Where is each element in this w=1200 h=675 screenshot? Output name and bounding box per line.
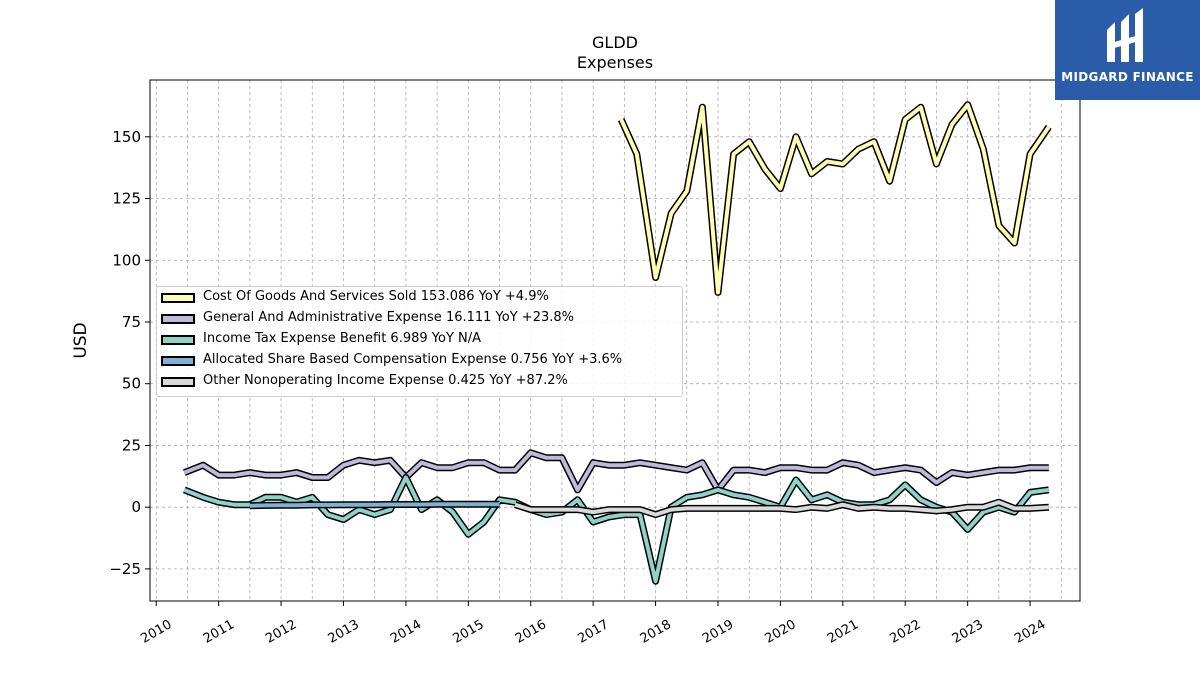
midgard-logo-icon: [1107, 8, 1143, 62]
chart-title: GLDD: [592, 33, 638, 52]
plot-frame: [149, 79, 1081, 602]
series-lines: [183, 101, 1052, 585]
legend-label: Other Nonoperating Income Expense 0.425 …: [203, 373, 568, 388]
y-tick-label: −25: [109, 560, 141, 578]
y-tick-label: 125: [112, 190, 141, 208]
legend-label: Cost Of Goods And Services Sold 153.086 …: [203, 289, 549, 304]
x-tick-label: 2015: [450, 617, 486, 647]
x-tick-label: 2012: [263, 617, 299, 647]
series-line-other-nonop: [514, 500, 1049, 517]
x-tick-label: 2021: [825, 617, 861, 647]
y-tick-label: 50: [122, 375, 141, 393]
x-tick-label: 2010: [138, 617, 174, 647]
legend-swatch: [161, 377, 195, 387]
series-line-income-tax: [183, 475, 1050, 584]
legend-label: Allocated Share Based Compensation Expen…: [203, 352, 623, 367]
y-tick-label: 25: [122, 436, 141, 454]
x-tick-label: 2020: [763, 617, 799, 647]
series-line-share-comp: [249, 502, 500, 508]
x-tick-label: 2014: [388, 617, 424, 647]
x-tick-label: 2019: [700, 617, 736, 647]
y-tick-label: 150: [112, 128, 141, 146]
legend-label: Income Tax Expense Benefit 6.989 YoY N/A: [203, 331, 482, 346]
y-tick-label: 0: [131, 498, 141, 516]
x-tick-label: 2011: [201, 617, 237, 647]
y-tick-label: 100: [112, 251, 141, 269]
x-tick-label: 2013: [326, 617, 362, 647]
x-tick-label: 2016: [513, 617, 549, 647]
x-tick-label: 2022: [887, 617, 923, 647]
x-tick-label: 2024: [1012, 617, 1048, 647]
x-tick-label: 2018: [638, 617, 674, 647]
x-tick-label: 2017: [575, 617, 611, 647]
brand-logo: MIDGARD FINANCE: [1055, 0, 1200, 100]
legend-swatch: [161, 335, 195, 345]
chart-legend: Cost Of Goods And Services Sold 153.086 …: [156, 286, 683, 397]
legend-swatch: [161, 356, 195, 366]
chart-subtitle: Expenses: [576, 53, 654, 72]
series-line-gna: [183, 450, 1049, 492]
x-tick-label: 2023: [950, 617, 986, 647]
legend-swatch: [161, 293, 195, 303]
brand-name: MIDGARD FINANCE: [1061, 70, 1194, 84]
y-axis-label: USD: [71, 322, 91, 358]
series-line-cogs: [619, 102, 1051, 295]
legend-label: General And Administrative Expense 16.11…: [203, 310, 574, 325]
legend-swatch: [161, 314, 195, 324]
y-tick-label: 75: [122, 313, 141, 331]
series-line-outline-income-tax: [183, 474, 1050, 585]
